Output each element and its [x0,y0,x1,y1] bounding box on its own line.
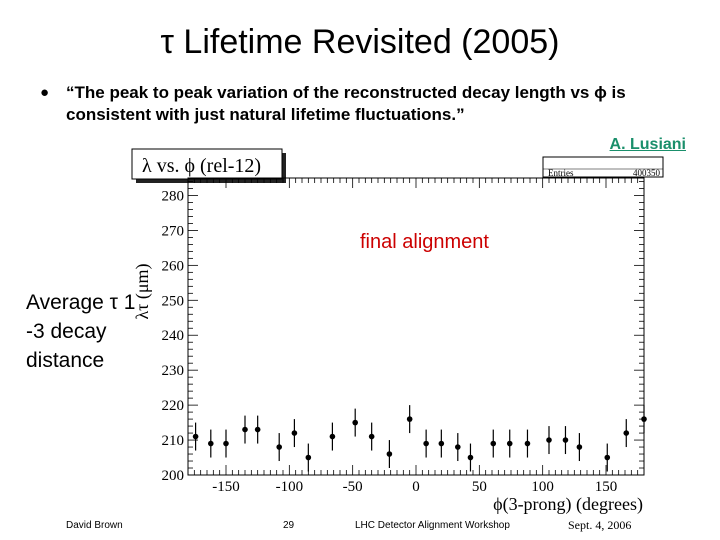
data-point [576,444,583,450]
data-point [467,454,474,461]
side-note: Average τ 1 -3 decay distance [26,291,136,372]
footer-date: Sept. 4, 2006 [568,518,632,532]
data-point [254,426,261,433]
quote-text: “The peak to peak variation of the recon… [66,83,626,124]
data-point [242,426,248,433]
lifetime-chart: λ vs. ϕ (rel-12) Entries 400350 200 210 220 23… [131,148,664,515]
y-tick-label: 270 [162,223,185,239]
y-tick-label: 210 [162,433,185,449]
data-point [438,440,445,447]
bullet-icon: ● [40,84,50,101]
chart-annotation: final alignment [360,231,489,253]
data-point [524,440,531,447]
footer-event: LHC Detector Alignment Workshop [355,520,510,531]
y-axis-label: λτ (μm) [132,263,153,319]
y-tick-label: 220 [162,398,185,414]
footer-page-number: 29 [283,520,295,531]
data-point [406,416,413,422]
data-point [352,419,358,426]
data-point [276,444,282,450]
title-box [131,148,283,180]
x-tick-label: -50 [343,479,363,495]
data-point [546,437,552,443]
data-point [562,437,569,443]
slide-title: τ Lifetime Revisited (2005) [160,23,560,61]
data-point [506,440,513,447]
data-point [223,440,229,447]
y-tick-label: 200 [162,468,185,484]
stats-box [542,156,664,178]
data-point [208,440,214,447]
data-point [386,451,393,457]
x-tick-label: -100 [276,479,304,495]
y-tick-label: 240 [162,328,185,344]
y-tick-label: 260 [162,258,185,274]
stats-value: 400350 [633,168,661,178]
data-point [641,416,647,422]
chart-layer: λ vs. ϕ (rel-12) Entries 400350 200 210 220 23… [131,148,664,515]
data-point [192,433,199,440]
data-point [490,440,497,447]
x-tick-label: 100 [531,479,554,495]
x-axis-label: ϕ(3-prong) (degrees) [493,494,643,515]
footer-author: David Brown [66,520,123,531]
stats-label: Entries [548,168,574,178]
data-point [329,433,336,440]
data-point [604,454,611,461]
chart-title: λ vs. ϕ (rel-12) [142,155,261,177]
author-link[interactable]: A. Lusiani [609,136,686,153]
data-point [623,430,630,436]
x-tick-label: 150 [595,479,618,495]
data-point [455,444,461,450]
data-point [305,454,312,461]
x-tick-label: -150 [212,479,240,495]
data-point [368,433,375,440]
x-tick-label: 50 [472,479,487,495]
y-tick-label: 250 [162,293,185,309]
data-point [423,440,429,447]
y-tick-label: 280 [162,188,185,204]
y-tick-label: 230 [162,363,185,379]
data-point [291,430,298,436]
x-tick-label: 0 [412,479,420,495]
